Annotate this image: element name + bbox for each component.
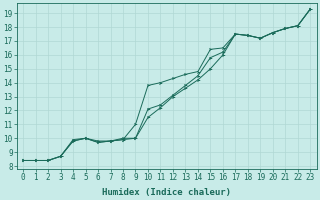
X-axis label: Humidex (Indice chaleur): Humidex (Indice chaleur) bbox=[102, 188, 231, 197]
